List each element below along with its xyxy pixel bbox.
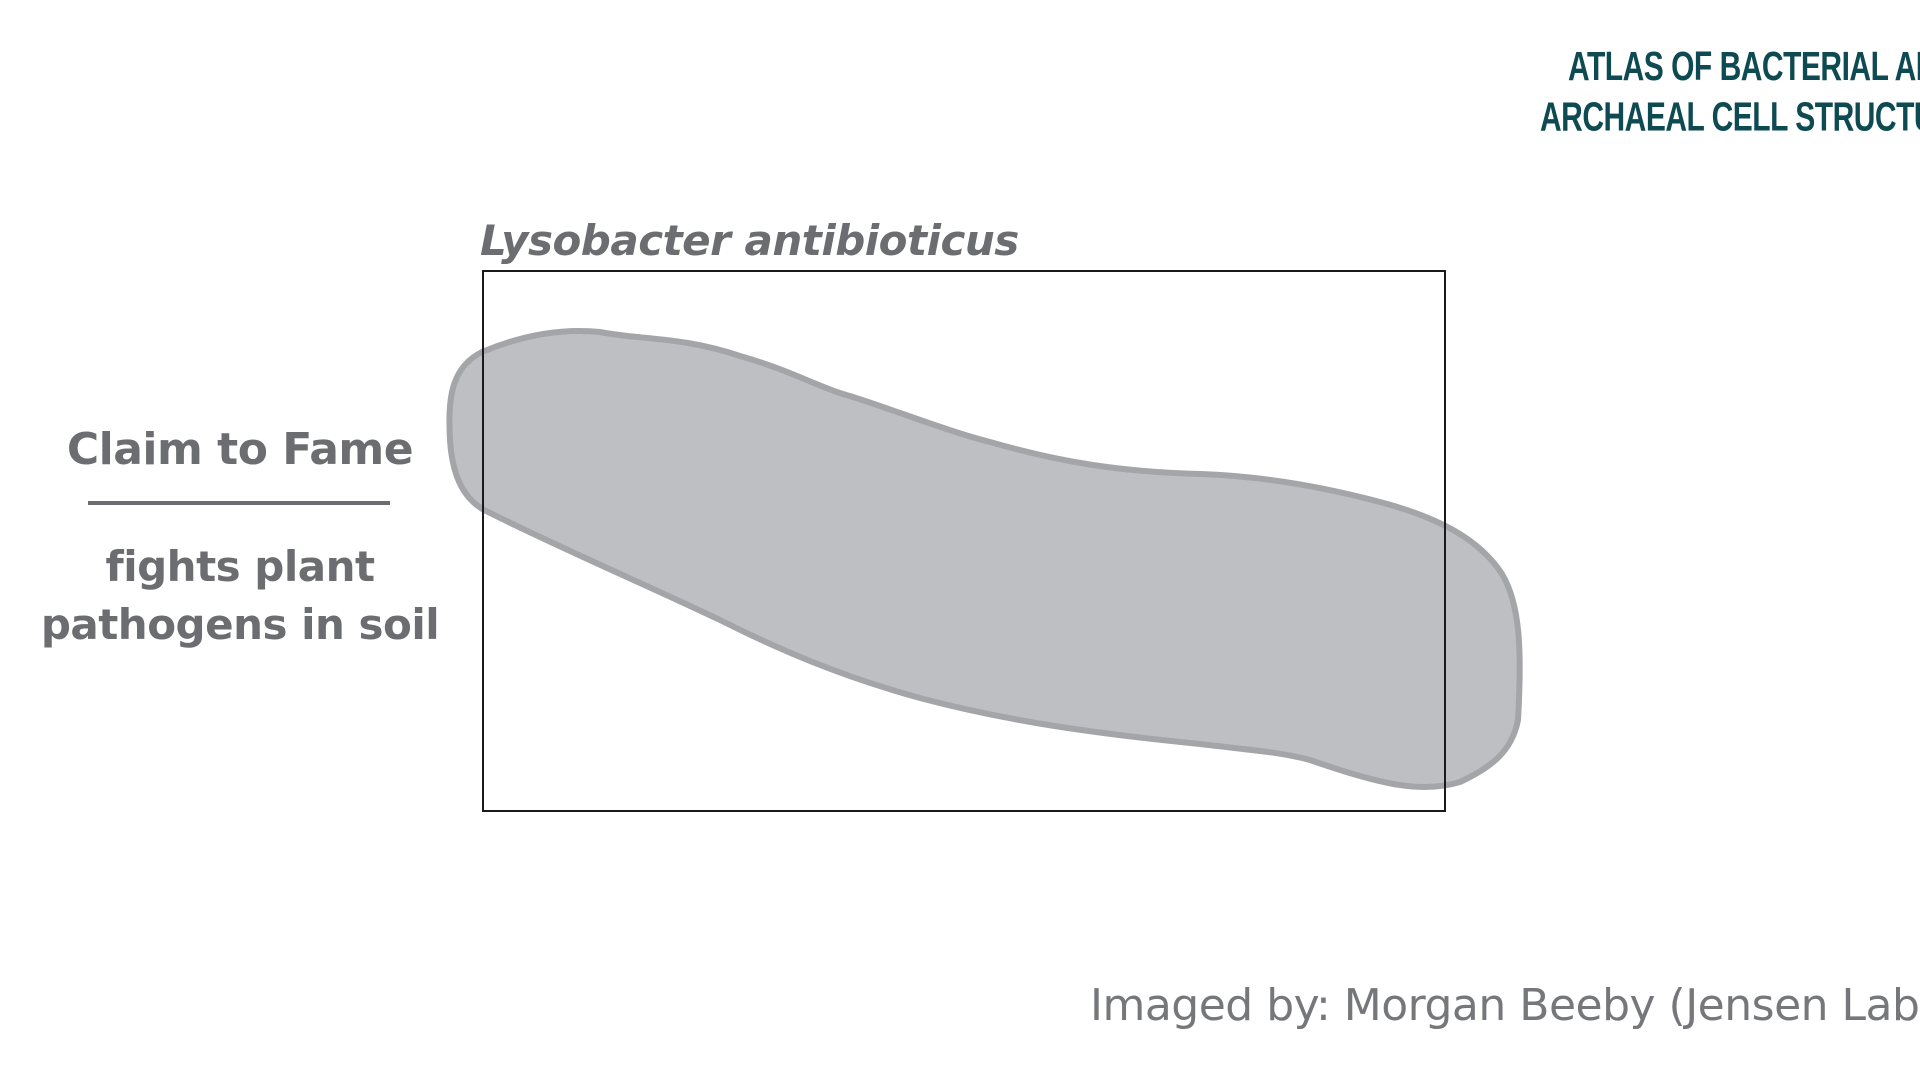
claim-text-line-2: pathogens in soil [40, 600, 440, 649]
claim-text: fights plant pathogens in soil [40, 538, 440, 654]
atlas-logo: Atlas of Bacterial and Archaeal Cell Str… [1540, 47, 1920, 138]
claim-heading: Claim to Fame [66, 424, 414, 475]
claim-text-line-1: fights plant [105, 542, 375, 591]
claim-divider [88, 501, 390, 505]
logo-line-1: Atlas of Bacterial and [1568, 44, 1920, 90]
logo-line-2: Archaeal Cell Structure [1540, 95, 1920, 140]
image-frame [482, 270, 1446, 812]
cell-body [446, 327, 1523, 791]
species-title: Lysobacter antibioticus [480, 216, 1019, 265]
image-credit: Imaged by: Morgan Beeby (Jensen Lab) [1090, 980, 1920, 1031]
